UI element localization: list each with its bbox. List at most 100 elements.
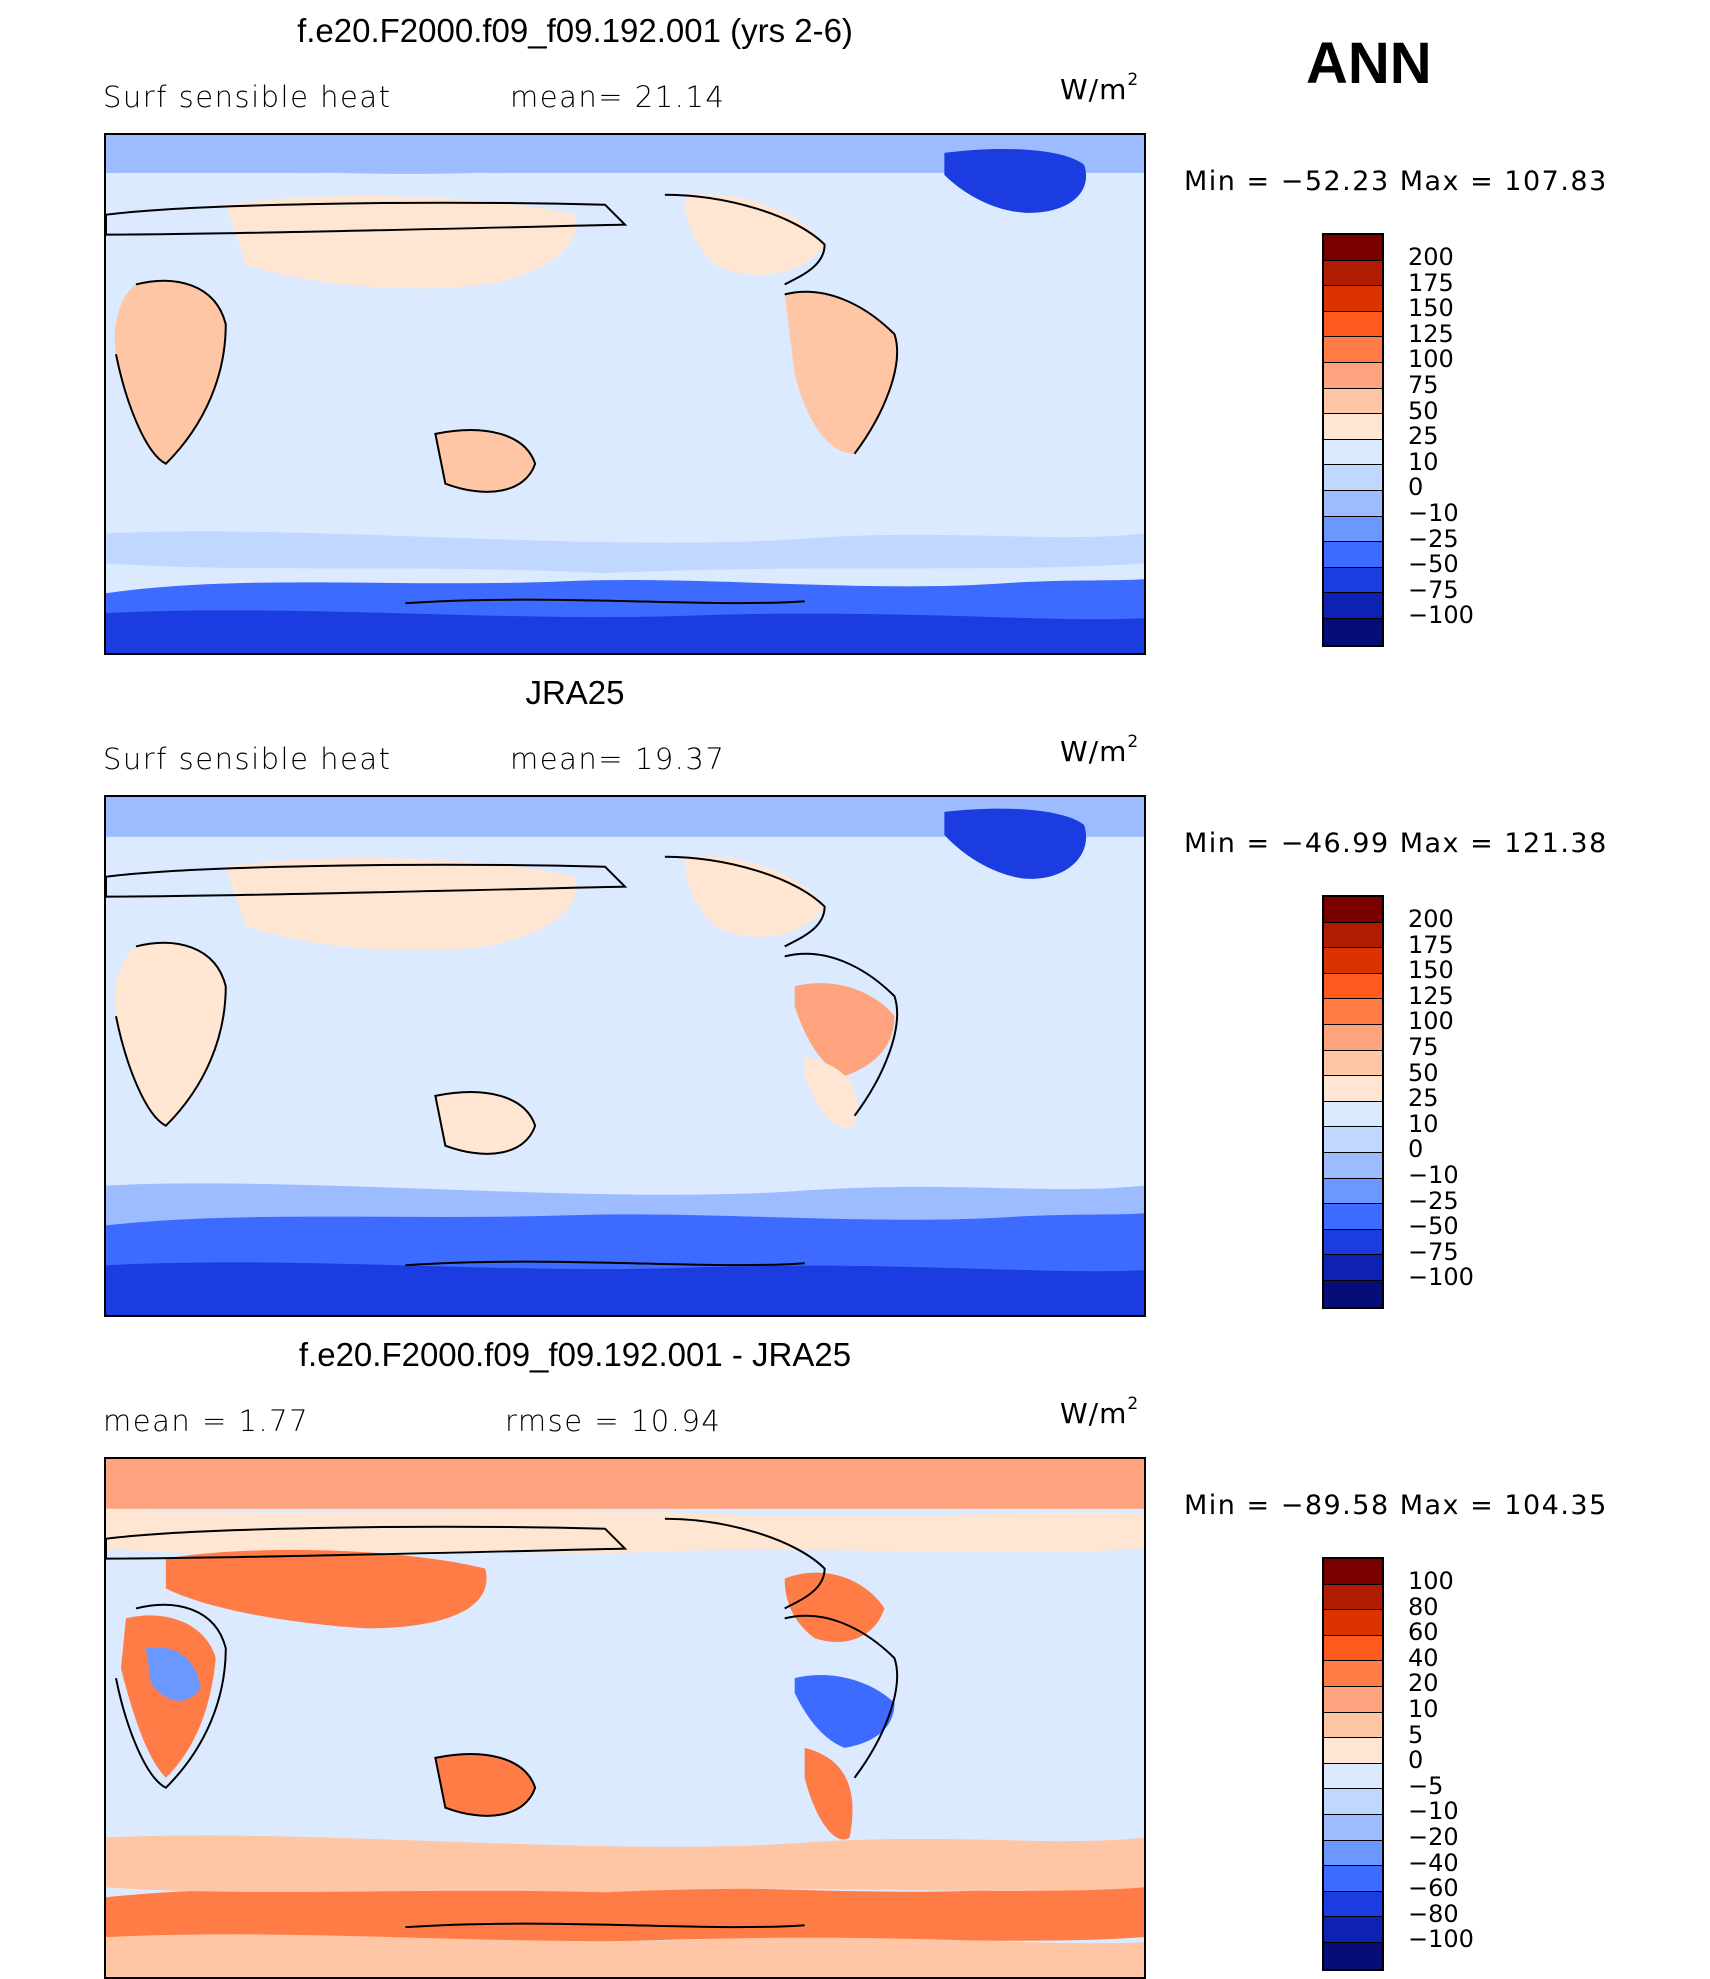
- colorbar-swatch: [1324, 1229, 1382, 1256]
- colorbar-tick-label: 175: [1408, 268, 1454, 297]
- panel-3-colorbar: [1322, 1557, 1384, 1971]
- colorbar-tick-label: −60: [1408, 1874, 1459, 1903]
- colorbar-swatch: [1324, 516, 1382, 543]
- colorbar-swatch: [1324, 1584, 1382, 1611]
- colorbar-swatch: [1324, 337, 1382, 363]
- colorbar-tick-label: 50: [1408, 1058, 1439, 1087]
- colorbar-tick-label: 75: [1408, 371, 1439, 399]
- colorbar-swatch: [1324, 1891, 1382, 1918]
- panel-2-minmax: Min = −46.99 Max = 121.38: [1184, 828, 1608, 859]
- colorbar-swatch: [1324, 618, 1382, 645]
- colorbar-swatch: [1324, 1050, 1382, 1077]
- panel-3-mean-label: mean = 1.77: [103, 1404, 310, 1438]
- panel-1-map: [104, 133, 1146, 655]
- colorbar-swatch: [1324, 1763, 1382, 1790]
- colorbar-tick-label: −50: [1408, 1212, 1459, 1241]
- colorbar-tick-label: 10: [1408, 1109, 1439, 1138]
- colorbar-swatch: [1324, 362, 1382, 389]
- colorbar-tick-label: 5: [1408, 1720, 1424, 1749]
- panel-2-map: [104, 795, 1146, 1317]
- colorbar-tick-label: 150: [1408, 294, 1454, 323]
- colorbar-tick-label: −10: [1408, 1161, 1459, 1189]
- colorbar-swatch: [1324, 1814, 1382, 1841]
- colorbar-tick-label: −100: [1408, 1263, 1474, 1292]
- colorbar-swatch: [1324, 1917, 1382, 1943]
- colorbar-swatch: [1324, 235, 1382, 261]
- colorbar-tick-label: 10: [1408, 1695, 1439, 1723]
- colorbar-tick-label: −50: [1408, 550, 1459, 579]
- colorbar-swatch: [1324, 311, 1382, 338]
- colorbar-tick-label: 75: [1408, 1033, 1439, 1061]
- colorbar-swatch: [1324, 1204, 1382, 1230]
- panel-3-minmax: Min = −89.58 Max = 104.35: [1184, 1490, 1608, 1521]
- colorbar-swatch: [1324, 1661, 1382, 1687]
- panel-3-map: [104, 1457, 1146, 1979]
- panel-2-title: JRA25: [525, 674, 625, 711]
- colorbar-tick-label: 10: [1408, 447, 1439, 476]
- colorbar-swatch: [1324, 1866, 1382, 1892]
- colorbar-swatch: [1324, 922, 1382, 949]
- colorbar-swatch: [1324, 1559, 1382, 1585]
- panel-1-variable-label: Surf sensible heat: [103, 80, 392, 114]
- panel-3-title: f.e20.F2000.f09_f09.192.001 - JRA25: [298, 1336, 852, 1373]
- panel-3-rmse-label: rmse = 10.94: [505, 1404, 722, 1438]
- colorbar-swatch: [1324, 1152, 1382, 1179]
- colorbar-tick-label: 25: [1408, 422, 1439, 451]
- colorbar-tick-label: 40: [1408, 1643, 1439, 1672]
- colorbar-tick-label: −75: [1408, 575, 1459, 604]
- colorbar-tick-label: 125: [1408, 319, 1454, 348]
- colorbar-swatch: [1324, 1280, 1382, 1307]
- colorbar-swatch: [1324, 1024, 1382, 1051]
- colorbar-tick-label: −25: [1408, 524, 1459, 553]
- colorbar-swatch: [1324, 1178, 1382, 1205]
- colorbar-swatch: [1324, 388, 1382, 415]
- colorbar-tick-label: −20: [1408, 1823, 1459, 1851]
- season-label: ANN: [1306, 31, 1432, 96]
- panel-2-colorbar: [1322, 895, 1384, 1309]
- colorbar-swatch: [1324, 465, 1382, 491]
- colorbar-tick-label: 0: [1408, 473, 1424, 502]
- colorbar-tick-label: 25: [1408, 1084, 1439, 1113]
- colorbar-swatch: [1324, 1610, 1382, 1636]
- panel-1-mean-label: mean= 21.14: [510, 80, 726, 114]
- colorbar-swatch: [1324, 260, 1382, 287]
- colorbar-swatch: [1324, 286, 1382, 312]
- colorbar-swatch: [1324, 1712, 1382, 1739]
- panel-1-title: f.e20.F2000.f09_f09.192.001 (yrs 2-6): [297, 12, 853, 49]
- colorbar-swatch: [1324, 593, 1382, 619]
- colorbar-tick-label: −75: [1408, 1237, 1459, 1266]
- colorbar-tick-label: −80: [1408, 1899, 1459, 1928]
- colorbar-tick-label: 80: [1408, 1592, 1439, 1621]
- colorbar-tick-label: −10: [1408, 1797, 1459, 1826]
- colorbar-swatch: [1324, 1840, 1382, 1867]
- panel-2-units: W/m2: [1060, 732, 1140, 768]
- panel-1-colorbar: [1322, 233, 1384, 647]
- colorbar-swatch: [1324, 1127, 1382, 1153]
- colorbar-swatch: [1324, 567, 1382, 594]
- colorbar-swatch: [1324, 973, 1382, 1000]
- colorbar-swatch: [1324, 897, 1382, 923]
- colorbar-tick-label: −40: [1408, 1848, 1459, 1877]
- panel-2-mean-label: mean= 19.37: [510, 742, 726, 776]
- colorbar-swatch: [1324, 1255, 1382, 1281]
- colorbar-swatch: [1324, 1942, 1382, 1969]
- colorbar-swatch: [1324, 1738, 1382, 1764]
- colorbar-swatch: [1324, 1789, 1382, 1815]
- colorbar-tick-label: 200: [1408, 905, 1454, 933]
- colorbar-tick-label: 100: [1408, 1567, 1454, 1595]
- panel-1-minmax: Min = −52.23 Max = 107.83: [1184, 166, 1608, 197]
- colorbar-tick-label: 20: [1408, 1669, 1439, 1698]
- colorbar-swatch: [1324, 1076, 1382, 1102]
- colorbar-swatch: [1324, 414, 1382, 440]
- colorbar-swatch: [1324, 439, 1382, 466]
- colorbar-tick-label: −25: [1408, 1186, 1459, 1215]
- colorbar-tick-label: −10: [1408, 499, 1459, 527]
- colorbar-swatch: [1324, 542, 1382, 568]
- colorbar-tick-label: 150: [1408, 956, 1454, 985]
- colorbar-tick-label: −100: [1408, 1925, 1474, 1954]
- colorbar-tick-label: −100: [1408, 601, 1474, 630]
- colorbar-tick-label: 50: [1408, 396, 1439, 425]
- colorbar-swatch: [1324, 490, 1382, 517]
- colorbar-swatch: [1324, 948, 1382, 974]
- colorbar-tick-label: 125: [1408, 981, 1454, 1010]
